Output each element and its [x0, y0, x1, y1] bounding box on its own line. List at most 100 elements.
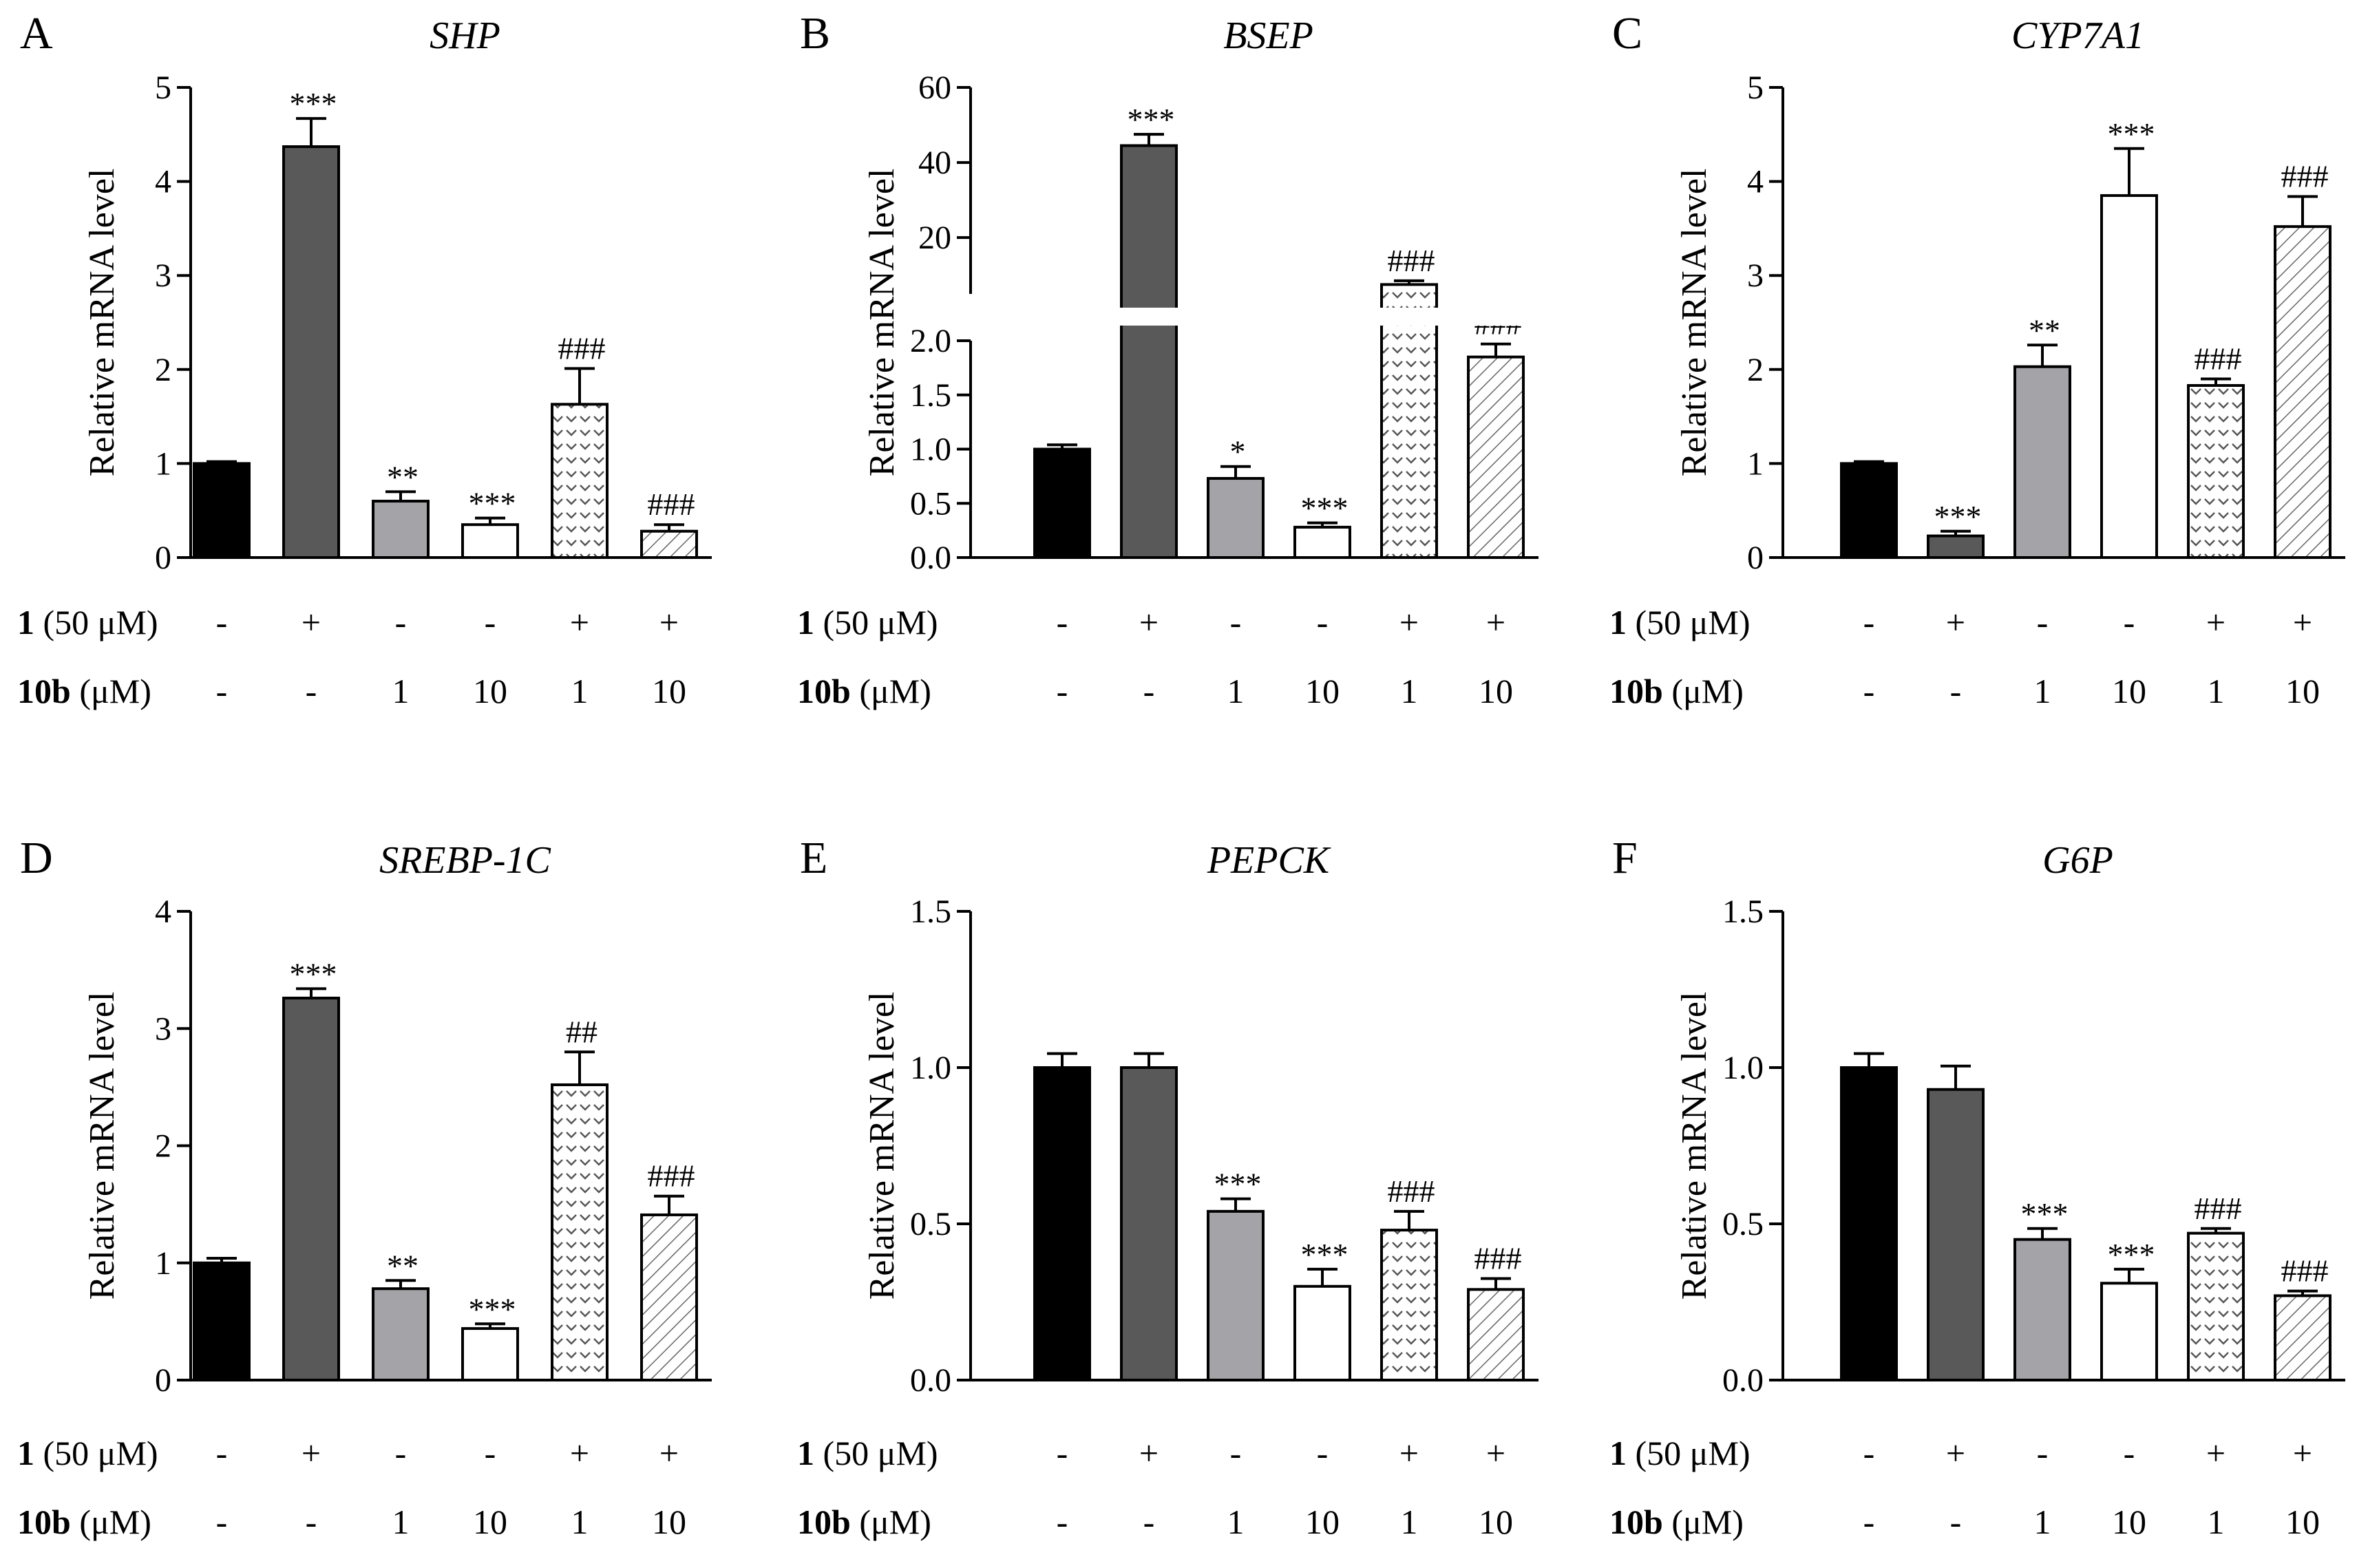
bar — [1927, 534, 1985, 559]
treatment-value: + — [1946, 603, 1965, 642]
treatment-value: - — [216, 1434, 228, 1472]
treatment-row-label: 1 (50 μM) — [17, 1434, 158, 1472]
bar — [1380, 283, 1438, 559]
treatment-value: + — [302, 603, 321, 642]
significance-marker: ### — [1388, 1174, 1435, 1209]
bar — [1380, 1229, 1438, 1381]
chart-title: SHP — [430, 14, 500, 57]
panel-f: F G6P Relative mRNA level 0.0 0.5 1.0 1.5 *** **… — [1609, 833, 2345, 1541]
chart-title: SREBP-1C — [379, 839, 551, 882]
treatment-unit: (μM) — [71, 672, 151, 710]
treatment-value: 10 — [1305, 672, 1340, 710]
treatment-unit: (50 μM) — [34, 1434, 158, 1472]
significance-marker: *** — [1301, 491, 1349, 526]
treatment-value: - — [1057, 603, 1068, 642]
bar — [461, 523, 519, 560]
treatment-compound: 1 — [1609, 603, 1627, 642]
treatment-unit: (50 μM) — [1627, 1434, 1751, 1472]
treatment-value: 10 — [652, 1503, 686, 1541]
bar — [1293, 1284, 1351, 1382]
bar — [2013, 365, 2071, 560]
significance-marker: ### — [2195, 341, 2242, 376]
significance-marker: ### — [648, 487, 695, 522]
y-tick-label: 40 — [918, 145, 951, 181]
treatment-value: 10 — [473, 672, 507, 710]
panel-letter: C — [1612, 8, 1642, 59]
treatment-row-label: 1 (50 μM) — [797, 603, 938, 642]
treatment-unit: (50 μM) — [1627, 603, 1751, 642]
treatment-compound: 10b — [797, 672, 851, 710]
treatment-row-label: 1 (50 μM) — [1609, 603, 1751, 642]
treatment-value: - — [1143, 1503, 1155, 1541]
treatment-value: + — [1139, 1434, 1159, 1472]
significance-marker: *** — [469, 486, 516, 521]
y-tick-label: 3 — [155, 1010, 171, 1047]
treatment-value: 10 — [2112, 672, 2146, 710]
treatment-value: - — [216, 672, 228, 710]
treatment-value: 1 — [392, 672, 410, 710]
bar — [2013, 1238, 2071, 1381]
chart-title: CYP7A1 — [2011, 14, 2144, 57]
bar — [1033, 1066, 1091, 1381]
significance-marker: ** — [2029, 312, 2060, 348]
significance-marker: *** — [1128, 102, 1175, 137]
treatment-compound: 1 — [797, 1434, 814, 1472]
bar — [640, 529, 698, 560]
treatment-value: 10 — [1305, 1503, 1340, 1541]
significance-marker: ### — [2281, 158, 2329, 193]
significance-marker: ### — [558, 330, 606, 365]
treatment-value: + — [2293, 1434, 2312, 1472]
panel-letter: E — [800, 833, 827, 883]
panel-letter: A — [20, 8, 53, 59]
significance-marker: ### — [648, 1158, 695, 1194]
treatment-compound: 1 — [797, 603, 814, 642]
bar — [2274, 1294, 2332, 1382]
treatment-value: + — [570, 1434, 589, 1472]
treatment-value: 1 — [571, 1503, 589, 1541]
y-tick-label: 0.5 — [910, 485, 951, 522]
y-tick-label: 2.0 — [910, 323, 951, 359]
treatment-unit: (μM) — [851, 672, 931, 710]
treatment-row-label: 10b (μM) — [17, 1503, 151, 1541]
y-tick-label: 2 — [1747, 352, 1764, 388]
y-tick-label: 0.0 — [910, 540, 951, 576]
treatment-value: - — [1950, 672, 1962, 710]
treatment-value: + — [1399, 1434, 1419, 1472]
y-tick-label: 4 — [1747, 164, 1764, 200]
treatment-value: - — [1863, 1503, 1875, 1541]
panel-letter: B — [800, 8, 830, 59]
treatment-value: - — [485, 603, 496, 642]
y-tick-label: 0.5 — [910, 1206, 951, 1242]
bar — [1467, 1288, 1525, 1381]
axis-break-gap — [973, 308, 1541, 326]
y-tick-label: 1.0 — [910, 1050, 951, 1086]
treatment-value: 1 — [1401, 672, 1418, 710]
treatment-value: - — [1057, 672, 1068, 710]
treatment-row-label: 10b (μM) — [1609, 1503, 1744, 1541]
significance-marker: * — [1230, 434, 1246, 469]
bar — [1467, 355, 1525, 559]
treatment-compound: 10b — [17, 672, 71, 710]
treatment-value: - — [395, 603, 407, 642]
significance-marker: ## — [566, 1014, 598, 1049]
treatment-value: 1 — [571, 672, 589, 710]
treatment-unit: (μM) — [1663, 1503, 1744, 1541]
y-axis-label: Relative mRNA level — [863, 169, 902, 477]
bar — [2274, 225, 2332, 559]
treatment-unit: (μM) — [851, 1503, 931, 1541]
significance-marker: ### — [1474, 1240, 1522, 1275]
treatment-compound: 10b — [797, 1503, 851, 1541]
treatment-value: - — [2124, 1434, 2135, 1472]
treatment-value: - — [395, 1434, 407, 1472]
bar — [1207, 477, 1265, 560]
bar — [193, 1261, 251, 1381]
treatment-value: + — [1486, 1434, 1505, 1472]
y-tick-label: 0 — [155, 540, 171, 576]
treatment-value: + — [2206, 1434, 2225, 1472]
treatment-value: - — [485, 1434, 496, 1472]
y-tick-label: 5 — [155, 70, 171, 106]
